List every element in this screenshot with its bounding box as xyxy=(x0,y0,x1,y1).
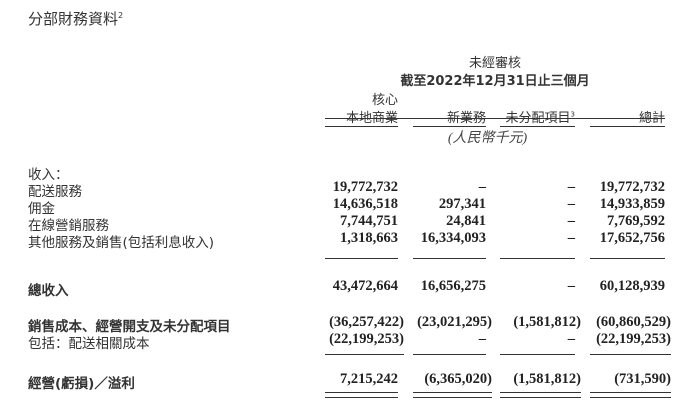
row-value: 16,656,275 xyxy=(420,278,486,294)
row-value: 43,472,664 xyxy=(332,278,398,294)
row-value: 14,636,518 xyxy=(332,196,398,212)
row-value: 24,841 xyxy=(446,213,486,229)
col-header-core: 本地商業 xyxy=(345,111,398,126)
row-value: – xyxy=(567,331,575,347)
row-value: (731,590) xyxy=(614,371,671,387)
row-value: (22,199,253) xyxy=(329,331,404,347)
row-label: 在線營銷服務 xyxy=(28,218,109,234)
row-value: 7,215,242 xyxy=(340,371,398,387)
row-value: (6,365,020) xyxy=(424,371,492,387)
row-value: – xyxy=(567,278,575,294)
row-label: 配送服務 xyxy=(28,184,82,200)
row-value: (60,860,529) xyxy=(596,314,671,330)
row-label: 其他服務及銷售(包括利息收入) xyxy=(28,235,215,251)
row-value: – xyxy=(478,179,486,195)
unit-label: (人民幣千元) xyxy=(447,131,528,146)
row-value: – xyxy=(567,196,575,212)
row-value: 7,769,592 xyxy=(607,213,665,229)
row-value: 17,652,756 xyxy=(599,230,665,246)
row-label: 銷售成本、經營開支及未分配項目 xyxy=(28,319,231,335)
row-label: 包括：配送相關成本 xyxy=(28,336,150,352)
col-header-core-line1: 核心 xyxy=(371,93,398,108)
row-value: – xyxy=(567,213,575,229)
audit-label: 未經審核 xyxy=(468,56,521,71)
row-label: 佣金 xyxy=(28,201,55,217)
row-value: 60,128,939 xyxy=(599,278,665,294)
row-value: 14,933,859 xyxy=(599,196,665,212)
col-header-total: 總計 xyxy=(638,111,665,126)
row-value: (36,257,422) xyxy=(329,314,404,330)
row-value: (23,021,295) xyxy=(417,314,492,330)
row-value: 1,318,663 xyxy=(340,230,398,246)
row-value: – xyxy=(478,331,486,347)
row-value: – xyxy=(567,230,575,246)
row-value: 16,334,093 xyxy=(420,230,486,246)
row-label: 總收入 xyxy=(28,283,69,299)
row-value: – xyxy=(567,179,575,195)
page-title: 分部財務資料2 xyxy=(28,10,124,28)
row-value: (22,199,253) xyxy=(596,331,671,347)
col-header-new: 新業務 xyxy=(446,111,486,126)
row-value: (1,581,812) xyxy=(513,371,581,387)
period-label: 截至2022年12月31日止三個月 xyxy=(400,74,590,89)
row-value: 19,772,732 xyxy=(332,179,398,195)
row-value: 297,341 xyxy=(438,196,486,212)
row-label: 經營(虧損)／溢利 xyxy=(28,376,135,392)
row-value: 7,744,751 xyxy=(340,213,398,229)
row-value: 19,772,732 xyxy=(599,179,665,195)
row-value: (1,581,812) xyxy=(513,314,581,330)
revenue-heading: 收入： xyxy=(28,167,69,183)
col-header-unallocated: 未分配項目3 xyxy=(505,110,575,126)
